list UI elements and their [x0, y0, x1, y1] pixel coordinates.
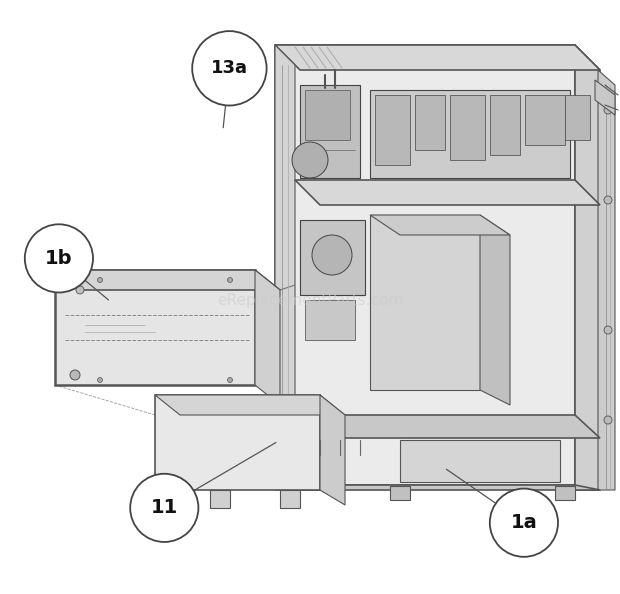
Polygon shape	[55, 270, 280, 290]
Polygon shape	[575, 45, 600, 490]
Polygon shape	[55, 270, 255, 385]
Polygon shape	[390, 486, 410, 500]
Polygon shape	[375, 95, 410, 165]
Polygon shape	[565, 95, 590, 140]
Polygon shape	[305, 300, 355, 340]
Polygon shape	[490, 95, 520, 155]
Circle shape	[192, 31, 267, 106]
Polygon shape	[598, 70, 615, 490]
Polygon shape	[450, 95, 485, 160]
Polygon shape	[275, 45, 295, 485]
Polygon shape	[210, 490, 230, 508]
Circle shape	[130, 474, 198, 542]
Polygon shape	[370, 90, 570, 178]
Polygon shape	[595, 80, 615, 115]
Polygon shape	[275, 485, 600, 490]
Polygon shape	[155, 395, 345, 415]
Polygon shape	[370, 215, 480, 390]
Circle shape	[25, 225, 93, 292]
Polygon shape	[370, 215, 510, 235]
Circle shape	[97, 277, 102, 283]
Text: 1a: 1a	[510, 513, 538, 532]
Polygon shape	[525, 95, 565, 145]
Text: eReplacementParts.com: eReplacementParts.com	[217, 292, 403, 308]
Circle shape	[97, 378, 102, 383]
Text: 11: 11	[151, 498, 178, 517]
Circle shape	[70, 370, 80, 380]
Polygon shape	[400, 440, 560, 482]
Polygon shape	[295, 180, 600, 205]
Circle shape	[312, 235, 352, 275]
Circle shape	[228, 277, 232, 283]
Text: 1b: 1b	[45, 249, 73, 268]
Circle shape	[228, 378, 232, 383]
Polygon shape	[555, 486, 575, 500]
Polygon shape	[300, 85, 360, 178]
Polygon shape	[480, 215, 510, 405]
Polygon shape	[305, 90, 350, 140]
Polygon shape	[275, 415, 600, 438]
Circle shape	[604, 196, 612, 204]
Polygon shape	[280, 490, 300, 508]
Circle shape	[604, 326, 612, 334]
Text: 13a: 13a	[211, 59, 248, 77]
Polygon shape	[255, 270, 280, 405]
Polygon shape	[275, 45, 575, 485]
Circle shape	[292, 142, 328, 178]
Polygon shape	[320, 395, 345, 505]
Polygon shape	[155, 395, 320, 490]
Circle shape	[604, 416, 612, 424]
Circle shape	[490, 489, 558, 557]
Polygon shape	[275, 45, 600, 70]
Circle shape	[76, 286, 84, 294]
Polygon shape	[275, 415, 295, 490]
Polygon shape	[415, 95, 445, 150]
Circle shape	[604, 106, 612, 114]
Polygon shape	[300, 220, 365, 295]
